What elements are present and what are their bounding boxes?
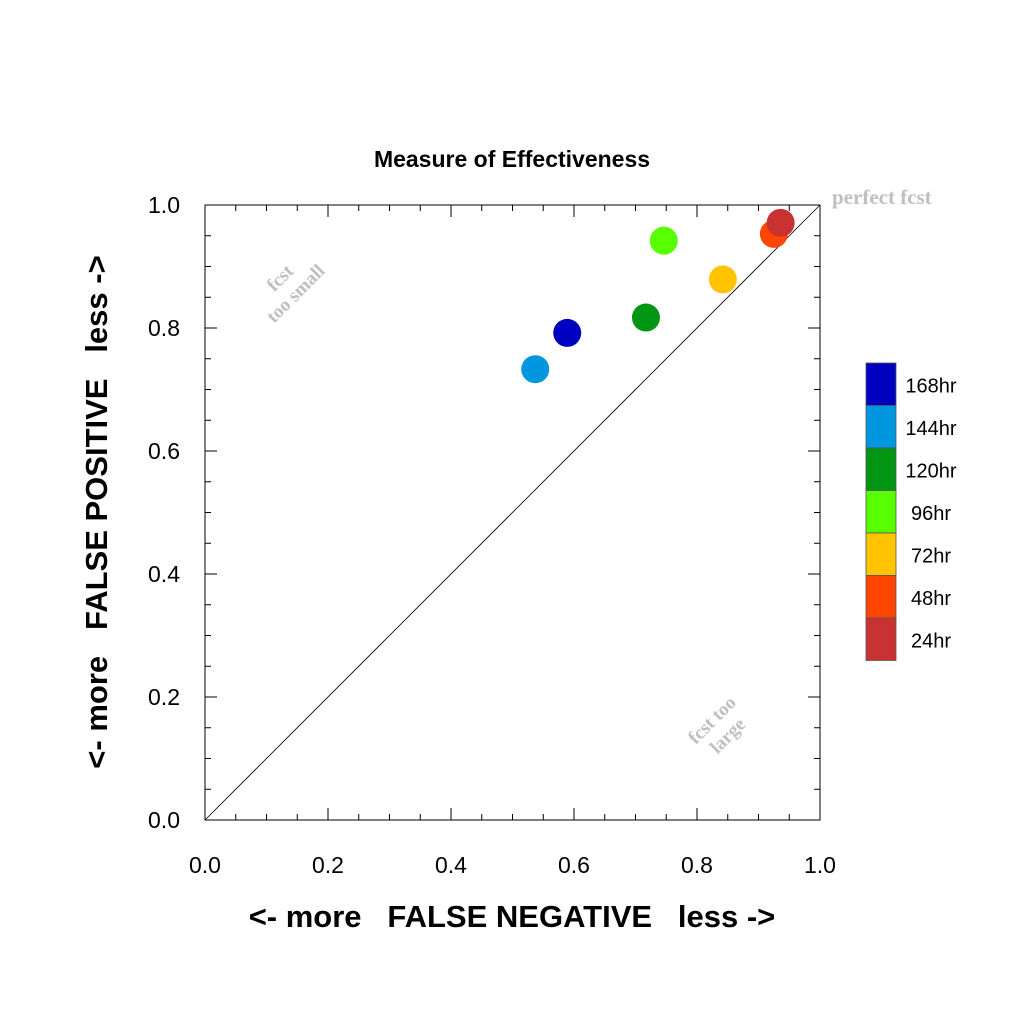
axis-ticks — [204, 204, 821, 821]
legend-label-168hr: 168hr — [905, 375, 956, 397]
legend-label-48hr: 48hr — [911, 588, 951, 610]
legend-label-24hr: 24hr — [911, 630, 951, 652]
data-point-96hr — [649, 226, 678, 255]
y-tick-label: 1.0 — [148, 192, 180, 218]
data-point-168hr — [553, 318, 582, 347]
legend-swatch-96hr — [865, 490, 897, 534]
y-tick-labels: 0.0 0.2 0.4 0.6 0.8 1.0 — [148, 192, 180, 833]
x-axis-label: <- more FALSE NEGATIVE less -> — [249, 899, 776, 934]
y-axis-label: <- more FALSE POSITIVE less -> — [79, 255, 114, 768]
legend: 168hr 144hr 120hr 96hr 72hr 48hr 24hr — [865, 362, 957, 661]
annotations: perfect fcst fcst too small fcst too lar… — [263, 185, 932, 758]
x-tick-label: 0.4 — [435, 852, 467, 878]
legend-swatch-144hr — [865, 405, 897, 449]
y-tick-label: 0.8 — [148, 315, 180, 341]
x-tick-label: 0.6 — [558, 852, 590, 878]
y-tick-label: 0.4 — [148, 561, 180, 587]
legend-label-72hr: 72hr — [911, 545, 951, 567]
annotation-perfect-forecast: perfect fcst — [832, 185, 932, 209]
y-tick-label: 0.2 — [148, 684, 180, 710]
legend-swatch-24hr — [865, 617, 897, 661]
data-point-24hr — [766, 208, 795, 237]
diagonal-line — [204, 204, 821, 821]
x-tick-label: 0.8 — [681, 852, 713, 878]
legend-label-144hr: 144hr — [905, 418, 956, 440]
legend-swatch-168hr — [865, 362, 897, 406]
legend-label-120hr: 120hr — [905, 460, 956, 482]
legend-swatch-48hr — [865, 575, 897, 619]
data-points — [521, 208, 795, 384]
x-tick-label: 1.0 — [804, 852, 836, 878]
y-tick-label: 0.0 — [148, 807, 180, 833]
chart-title: Measure of Effectiveness — [374, 146, 650, 172]
x-tick-label: 0.0 — [189, 852, 221, 878]
data-point-120hr — [631, 303, 660, 332]
legend-label-96hr: 96hr — [911, 503, 951, 525]
y-tick-label: 0.6 — [148, 438, 180, 464]
x-tick-labels: 0.0 0.2 0.4 0.6 0.8 1.0 — [189, 852, 836, 878]
x-tick-label: 0.2 — [312, 852, 344, 878]
data-point-144hr — [521, 355, 550, 384]
legend-swatch-72hr — [865, 532, 897, 576]
legend-swatch-120hr — [865, 447, 897, 491]
data-point-72hr — [708, 265, 737, 294]
